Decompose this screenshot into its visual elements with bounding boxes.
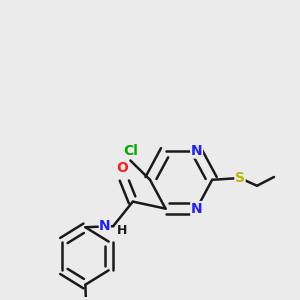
Text: N: N bbox=[191, 202, 203, 216]
Text: N: N bbox=[99, 219, 111, 233]
Text: O: O bbox=[116, 161, 128, 175]
Text: N: N bbox=[191, 144, 203, 158]
Text: H: H bbox=[116, 224, 127, 237]
Text: S: S bbox=[235, 171, 245, 185]
Text: Cl: Cl bbox=[123, 144, 138, 158]
